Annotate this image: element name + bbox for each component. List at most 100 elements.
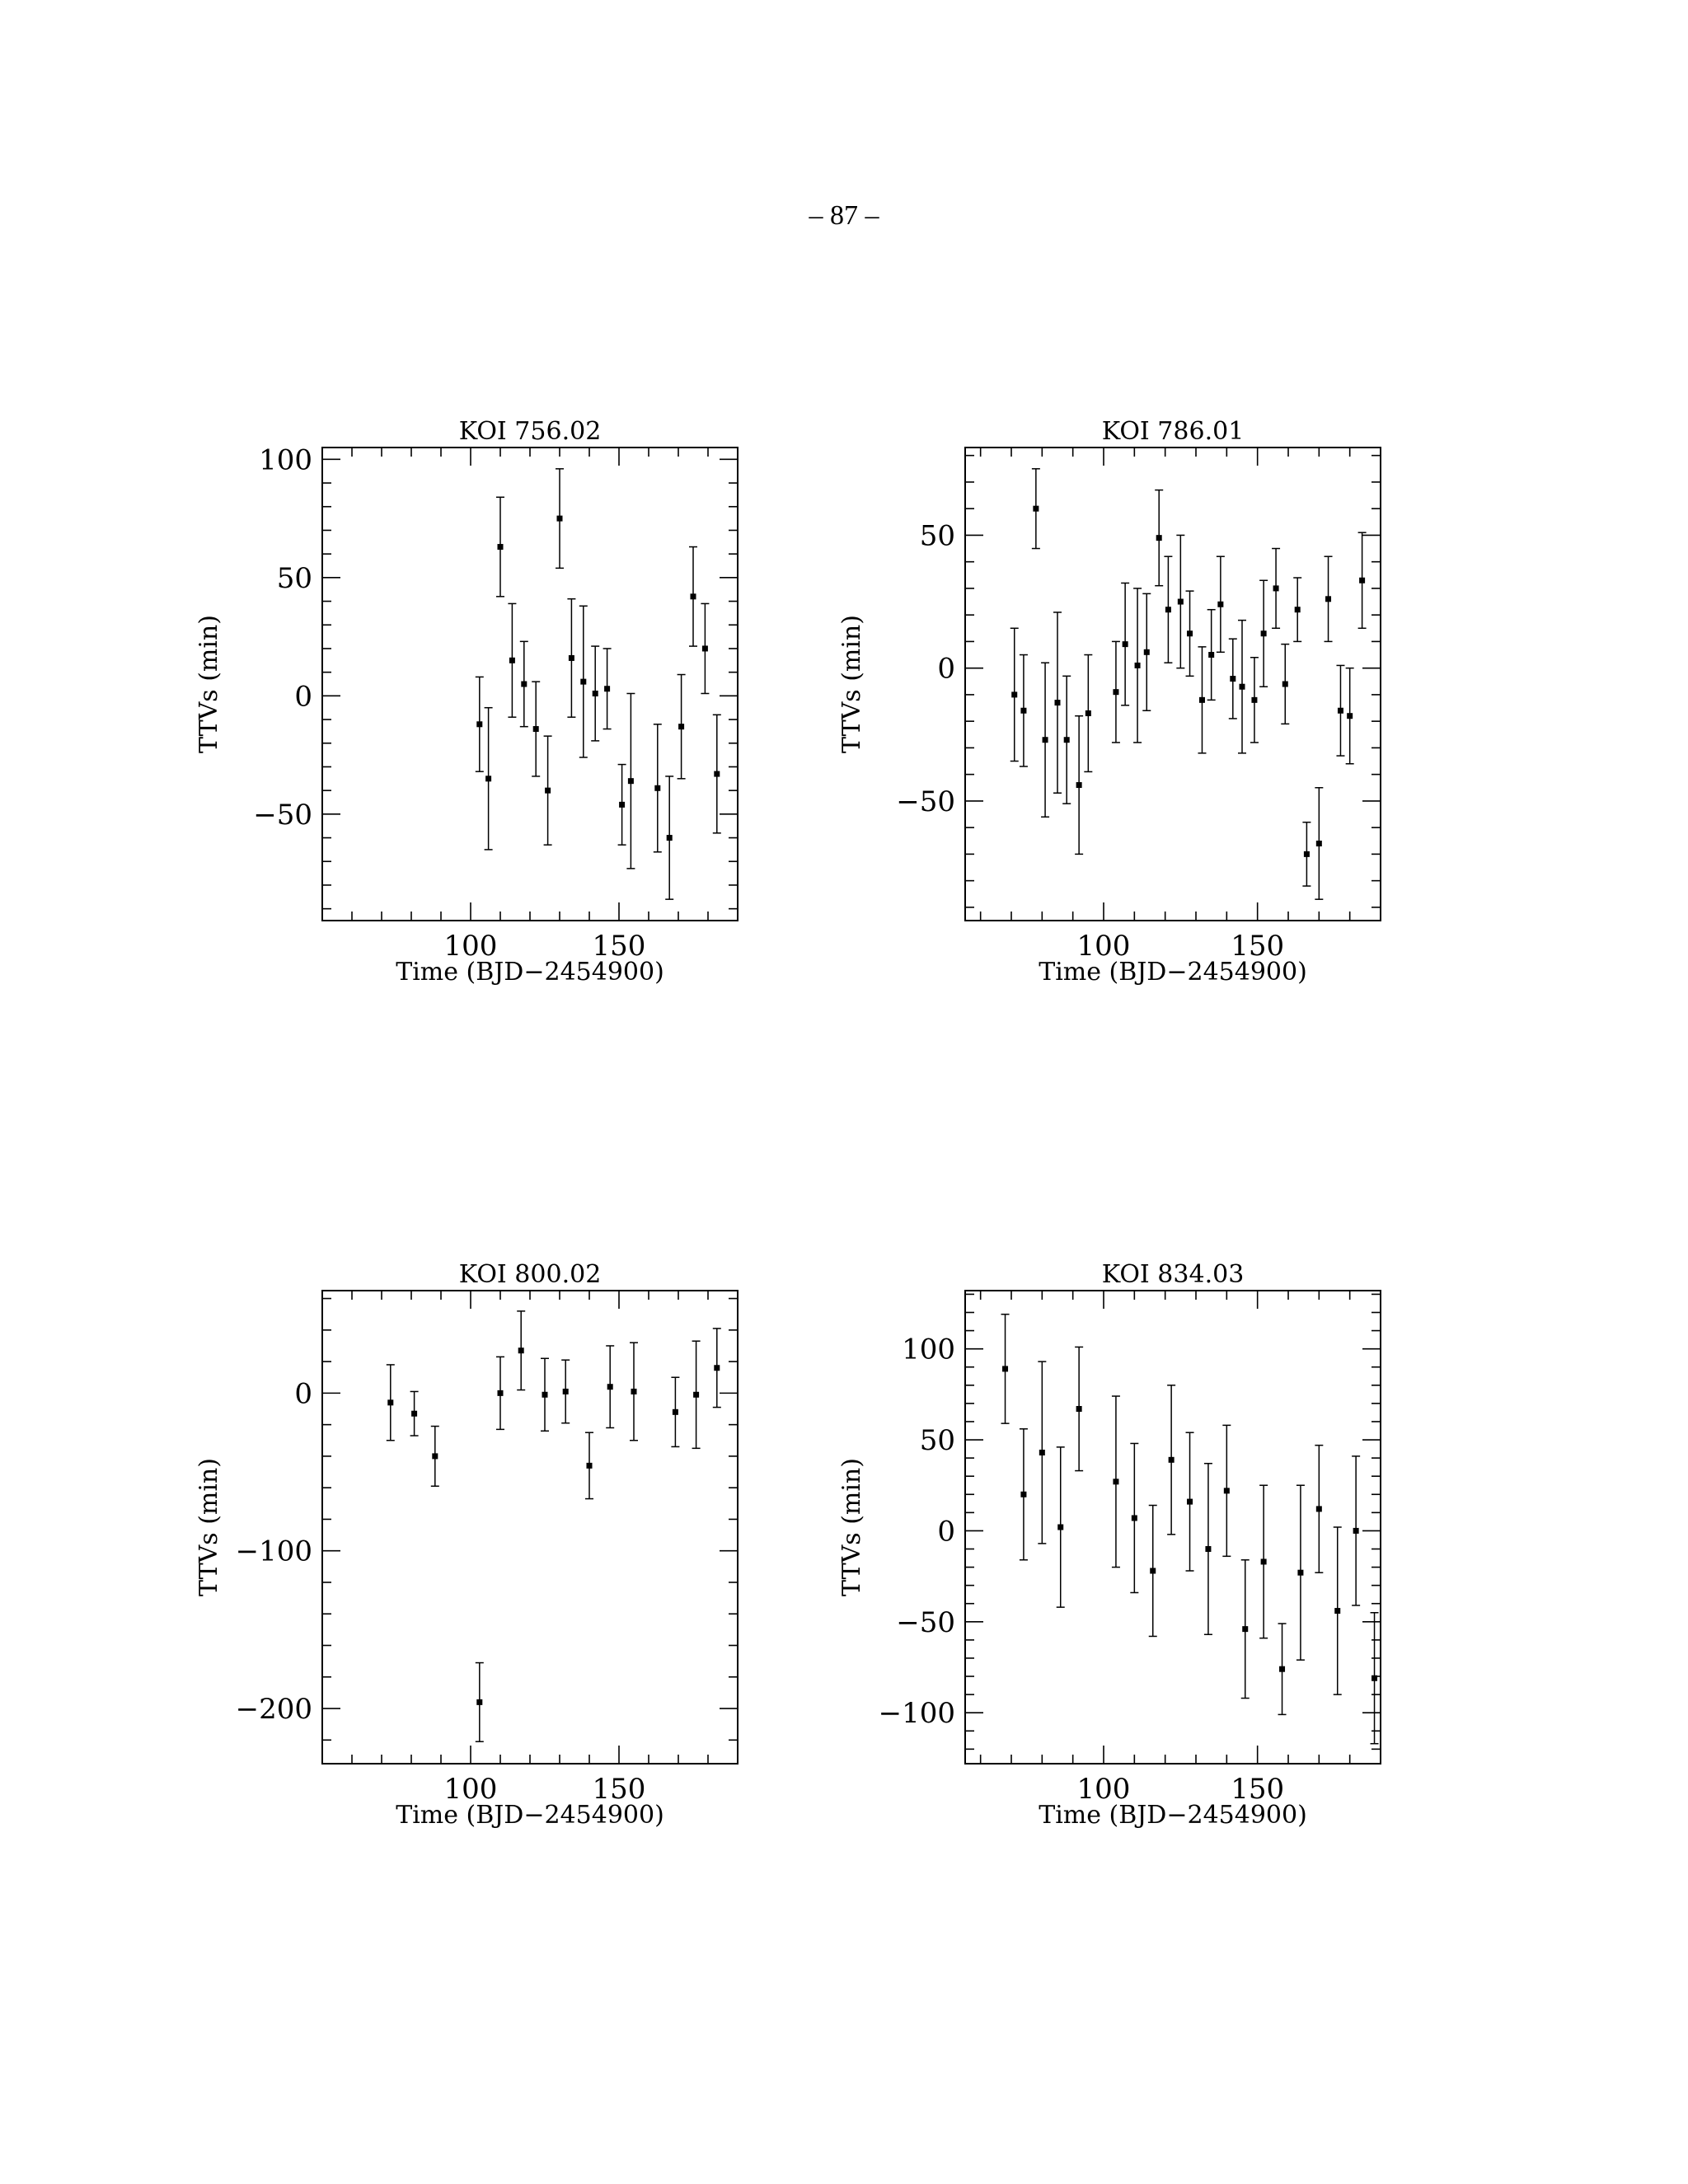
y-tick-label: −50	[896, 1606, 955, 1639]
data-point	[1142, 593, 1151, 711]
data-point	[556, 468, 564, 569]
point-marker	[521, 681, 528, 687]
data-point	[541, 1357, 549, 1432]
y-tick-label: 100	[902, 1333, 955, 1366]
point-marker	[666, 835, 673, 841]
chart-title: KOI 834.03	[1102, 1260, 1245, 1289]
data-point	[1278, 1623, 1287, 1716]
y-axis-label: TTVs (min)	[195, 1458, 223, 1596]
data-point	[1296, 1484, 1305, 1661]
point-marker	[701, 645, 708, 652]
point-marker	[654, 785, 661, 791]
y-tick-label: −50	[896, 785, 955, 818]
point-marker	[1230, 676, 1236, 682]
x-tick-label: 100	[1077, 1773, 1131, 1806]
chart-title: KOI 800.02	[459, 1260, 602, 1289]
data-point	[1357, 532, 1367, 630]
y-tick-label: 100	[259, 443, 312, 476]
data-point	[1121, 582, 1130, 706]
data-point	[1216, 555, 1225, 654]
y-axis-label: TTVs (min)	[837, 1458, 866, 1596]
point-marker	[1223, 1488, 1230, 1494]
data-point	[606, 1345, 615, 1429]
data-point	[1001, 1313, 1010, 1424]
y-tick-label: −100	[236, 1535, 312, 1568]
data-point	[519, 640, 528, 728]
data-point	[677, 673, 686, 780]
point-marker	[690, 593, 696, 600]
point-marker	[1198, 696, 1205, 703]
y-tick-label: −100	[879, 1697, 955, 1730]
data-point	[671, 1376, 680, 1448]
y-axis-label: TTVs (min)	[837, 615, 866, 753]
point-marker	[1131, 1515, 1137, 1521]
point-marker	[1156, 535, 1162, 541]
point-marker	[411, 1410, 418, 1417]
data-point	[532, 681, 541, 777]
point-marker	[1187, 630, 1193, 637]
x-tick-label: 100	[444, 1773, 498, 1806]
y-tick-label: −200	[236, 1693, 312, 1726]
data-point	[689, 546, 697, 647]
data-point	[1240, 1558, 1250, 1699]
point-marker	[1122, 641, 1128, 648]
point-marker	[1042, 737, 1048, 743]
data-point	[1370, 1612, 1379, 1745]
data-point	[579, 605, 588, 758]
data-point	[712, 1328, 721, 1408]
data-point	[484, 706, 493, 851]
point-marker	[604, 686, 611, 692]
data-point	[692, 1340, 701, 1450]
point-marker	[1187, 1498, 1193, 1505]
data-point	[1185, 1432, 1194, 1572]
data-point	[517, 1310, 526, 1391]
plot-frame	[964, 447, 1381, 921]
point-marker	[586, 1462, 593, 1469]
data-series	[386, 1310, 721, 1742]
x-axis-label: Time (BJD−2454900)	[396, 1801, 664, 1830]
point-marker	[476, 1699, 483, 1705]
data-point	[1133, 588, 1142, 743]
data-point	[1259, 579, 1268, 687]
data-series	[1010, 468, 1367, 900]
point-marker	[556, 515, 563, 522]
data-point	[1352, 1455, 1361, 1606]
data-point	[1302, 821, 1311, 887]
x-tick-label: 150	[593, 1773, 646, 1806]
data-point	[1293, 577, 1302, 643]
point-marker	[1372, 1675, 1378, 1681]
point-marker	[1273, 585, 1279, 592]
data-point	[701, 602, 710, 695]
data-point	[1111, 1395, 1120, 1568]
plot-frame	[321, 1290, 738, 1765]
data-point	[1250, 657, 1259, 743]
point-marker	[1143, 649, 1150, 655]
data-point	[1281, 643, 1290, 725]
point-marker	[518, 1347, 524, 1354]
data-point	[1185, 590, 1194, 677]
point-marker	[1002, 1366, 1009, 1372]
point-marker	[1011, 691, 1018, 698]
point-marker	[497, 544, 504, 551]
y-tick-label: 0	[294, 1377, 312, 1410]
point-marker	[568, 654, 574, 661]
y-tick-label: 0	[294, 680, 312, 713]
point-marker	[1242, 1626, 1249, 1633]
point-marker	[1020, 707, 1027, 714]
data-point	[1333, 1526, 1342, 1695]
point-marker	[1294, 607, 1301, 613]
x-tick-label: 100	[444, 930, 498, 963]
x-tick-label: 150	[593, 930, 646, 963]
chart-panel: 100 150 100 50 0 −50 KOI 756.02 Time (BJD−24549…	[195, 417, 738, 987]
point-marker	[1359, 577, 1366, 583]
point-marker	[1208, 652, 1215, 658]
data-series	[1001, 1313, 1379, 1745]
chart-panel: 100 150 100 50 0 −50 −100 KOI 834.03 Time (BJD−2…	[837, 1260, 1381, 1830]
point-marker	[1325, 596, 1332, 602]
y-tick-label: 50	[920, 519, 955, 552]
point-marker	[1279, 1666, 1286, 1672]
point-marker	[1251, 696, 1258, 703]
point-marker	[1347, 713, 1353, 719]
point-marker	[693, 1391, 700, 1398]
point-marker	[562, 1388, 569, 1394]
